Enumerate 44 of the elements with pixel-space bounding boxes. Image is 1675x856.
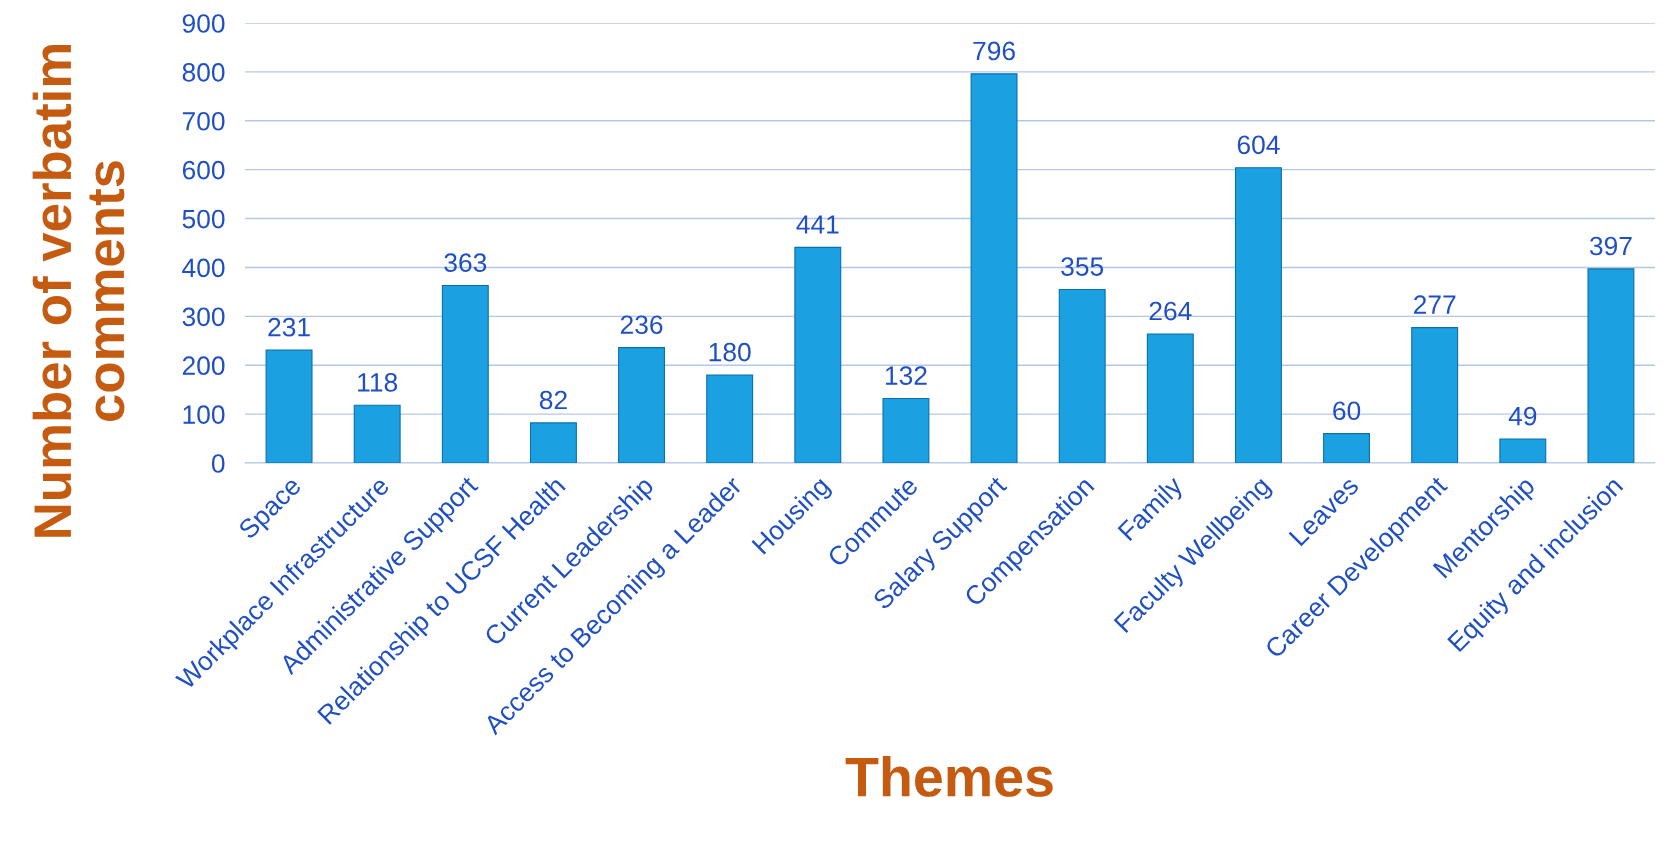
- data-label: 60: [1333, 401, 1361, 421]
- bar: [1499, 438, 1547, 463]
- data-label: 236: [620, 315, 663, 335]
- data-label: 82: [539, 390, 567, 410]
- bar: [1323, 433, 1371, 463]
- y-tick-label: 800: [182, 63, 225, 82]
- data-label: 441: [796, 215, 839, 234]
- bar: [529, 422, 577, 463]
- bar: [794, 246, 842, 463]
- y-tick-label: 500: [182, 209, 225, 229]
- bar: [706, 374, 754, 463]
- y-tick-label: 400: [182, 258, 225, 278]
- y-tick-label: 100: [183, 405, 225, 424]
- data-label: 363: [444, 253, 487, 272]
- bar: [970, 73, 1018, 463]
- data-label: 355: [1061, 257, 1104, 276]
- y-tick-label: 700: [182, 111, 225, 131]
- data-label: 49: [1508, 406, 1537, 426]
- bar: [1058, 288, 1106, 463]
- bar: [1234, 167, 1282, 463]
- data-label: 132: [885, 366, 927, 385]
- bar: [618, 347, 666, 463]
- y-tick-label: 200: [182, 356, 225, 376]
- bar: [882, 397, 930, 463]
- bar: [1587, 268, 1635, 463]
- y-tick-label: 600: [182, 160, 225, 180]
- data-label: 796: [973, 41, 1015, 61]
- data-label: 264: [1149, 301, 1192, 321]
- y-tick-label: 300: [182, 307, 225, 327]
- x-axis-title: Themes: [845, 756, 1053, 797]
- data-label: 118: [358, 373, 398, 392]
- data-label: 397: [1589, 236, 1632, 256]
- bar: [441, 284, 489, 463]
- data-label: 604: [1237, 135, 1280, 155]
- data-label: 180: [709, 342, 751, 362]
- data-label: 231: [268, 317, 310, 337]
- bar: [1146, 333, 1194, 463]
- y-axis-title: Number of verbatim comments: [32, 45, 125, 537]
- data-label: 277: [1414, 295, 1456, 314]
- y-tick-label: 0: [211, 454, 225, 473]
- bar: [265, 349, 313, 463]
- bar: [353, 404, 401, 463]
- bar: [1411, 327, 1459, 463]
- y-tick-label: 900: [182, 14, 225, 33]
